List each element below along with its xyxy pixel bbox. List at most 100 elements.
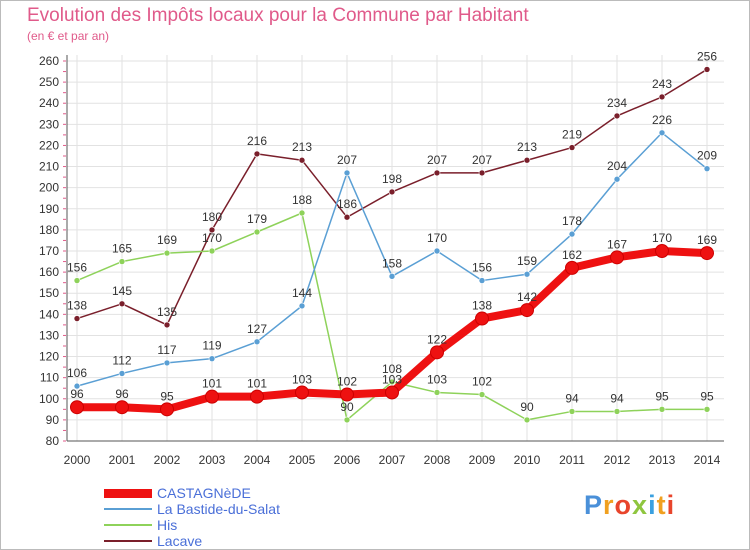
data-label-his: 90: [520, 400, 534, 414]
x-tick-label: 2000: [64, 453, 91, 467]
data-label-his: 95: [655, 389, 669, 403]
data-point-his: [118, 258, 126, 265]
data-point-castagn-de: [160, 402, 174, 417]
data-label-la-bastide-du-salat: 119: [202, 339, 221, 353]
data-point-lacave: [568, 144, 576, 151]
data-point-his: [343, 416, 351, 424]
data-point-castagn-de: [295, 385, 309, 400]
data-label-la-bastide-du-salat: 156: [472, 261, 492, 275]
legend-label: CASTAGNèDE: [157, 485, 251, 501]
y-tick-label: 100: [39, 392, 59, 406]
legend-label: La Bastide-du-Salat: [157, 501, 280, 517]
data-point-lacave: [388, 188, 396, 196]
x-tick-label: 2012: [604, 453, 631, 467]
data-label-lacave: 198: [382, 172, 402, 186]
data-label-his: 94: [565, 391, 579, 405]
data-label-castagn-de: 95: [160, 389, 174, 403]
legend-swatch: [104, 540, 152, 542]
data-label-his: 170: [202, 231, 222, 245]
data-point-lacave: [523, 156, 531, 164]
data-point-his: [433, 389, 441, 396]
data-point-castagn-de: [385, 385, 399, 400]
data-label-la-bastide-du-salat: 127: [247, 322, 267, 336]
logo-letter: o: [614, 490, 633, 520]
legend-item-castagn-de: CASTAGNèDE: [104, 485, 251, 501]
y-tick-label: 220: [39, 138, 59, 152]
x-tick-label: 2001: [109, 453, 136, 467]
y-tick-label: 160: [39, 265, 59, 279]
data-label-la-bastide-du-salat: 159: [517, 254, 537, 268]
data-label-lacave: 180: [202, 210, 222, 224]
data-label-castagn-de: 101: [202, 377, 222, 391]
data-point-la-bastide-du-salat: [118, 370, 126, 377]
data-point-lacave: [73, 315, 81, 322]
data-label-lacave: 138: [67, 299, 87, 313]
x-tick-label: 2014: [694, 453, 721, 467]
logo-letter: i: [648, 490, 657, 520]
data-point-his: [298, 209, 306, 217]
y-tick-label: 90: [46, 413, 60, 427]
data-label-his: 108: [382, 362, 402, 376]
data-point-castagn-de: [565, 260, 579, 275]
y-tick-label: 240: [39, 96, 59, 110]
x-tick-label: 2009: [469, 453, 496, 467]
x-tick-label: 2007: [379, 453, 406, 467]
data-point-his: [253, 228, 261, 236]
data-label-lacave: 216: [247, 134, 267, 148]
legend-swatch: [104, 524, 152, 526]
y-tick-label: 200: [39, 181, 59, 195]
data-label-la-bastide-du-salat: 170: [427, 231, 447, 245]
logo-letter: t: [656, 490, 667, 520]
data-label-castagn-de: 103: [382, 372, 402, 386]
data-point-his: [208, 247, 216, 255]
data-label-lacave: 135: [157, 305, 177, 319]
logo-letter: i: [666, 490, 676, 520]
y-tick-label: 180: [39, 223, 59, 237]
data-point-castagn-de: [610, 250, 624, 265]
data-label-lacave: 243: [652, 77, 672, 91]
x-tick-label: 2003: [199, 453, 226, 467]
data-point-his: [613, 408, 621, 415]
data-point-lacave: [703, 66, 711, 73]
logo-letter: r: [603, 490, 615, 520]
y-tick-label: 120: [39, 350, 59, 364]
plot-area: [67, 55, 724, 441]
data-point-la-bastide-du-salat: [208, 355, 216, 362]
data-point-la-bastide-du-salat: [658, 129, 666, 137]
data-label-la-bastide-du-salat: 158: [382, 256, 402, 270]
data-label-castagn-de: 142: [517, 290, 537, 304]
data-point-la-bastide-du-salat: [163, 359, 171, 367]
data-label-la-bastide-du-salat: 117: [157, 343, 176, 357]
data-point-castagn-de: [700, 246, 714, 261]
legend-swatch: [104, 508, 152, 510]
y-tick-label: 260: [39, 54, 59, 68]
data-point-lacave: [478, 169, 486, 177]
data-label-la-bastide-du-salat: 226: [652, 113, 672, 127]
data-label-his: 188: [292, 193, 312, 207]
data-label-castagn-de: 167: [607, 237, 627, 251]
data-label-la-bastide-du-salat: 144: [292, 286, 312, 300]
data-label-his: 165: [112, 242, 132, 256]
data-point-his: [478, 391, 486, 398]
chart-title: Evolution des Impôts locaux pour la Comm…: [27, 5, 529, 26]
data-point-lacave: [298, 156, 306, 164]
data-label-castagn-de: 170: [652, 231, 672, 245]
data-point-lacave: [208, 226, 216, 234]
data-point-la-bastide-du-salat: [388, 273, 396, 280]
data-point-la-bastide-du-salat: [343, 169, 351, 177]
data-label-lacave: 213: [517, 140, 537, 154]
data-point-lacave: [118, 300, 126, 308]
data-point-castagn-de: [115, 400, 129, 415]
data-label-his: 102: [472, 375, 492, 389]
data-label-lacave: 186: [337, 197, 357, 211]
data-point-castagn-de: [655, 244, 669, 258]
legend-label: His: [157, 517, 178, 533]
data-label-la-bastide-du-salat: 204: [607, 159, 627, 173]
data-label-castagn-de: 103: [292, 372, 312, 386]
data-label-castagn-de: 169: [697, 233, 717, 247]
data-label-lacave: 256: [697, 49, 717, 63]
data-label-la-bastide-du-salat: 207: [337, 153, 357, 167]
x-tick-label: 2005: [289, 453, 316, 467]
x-tick-label: 2002: [154, 453, 181, 467]
